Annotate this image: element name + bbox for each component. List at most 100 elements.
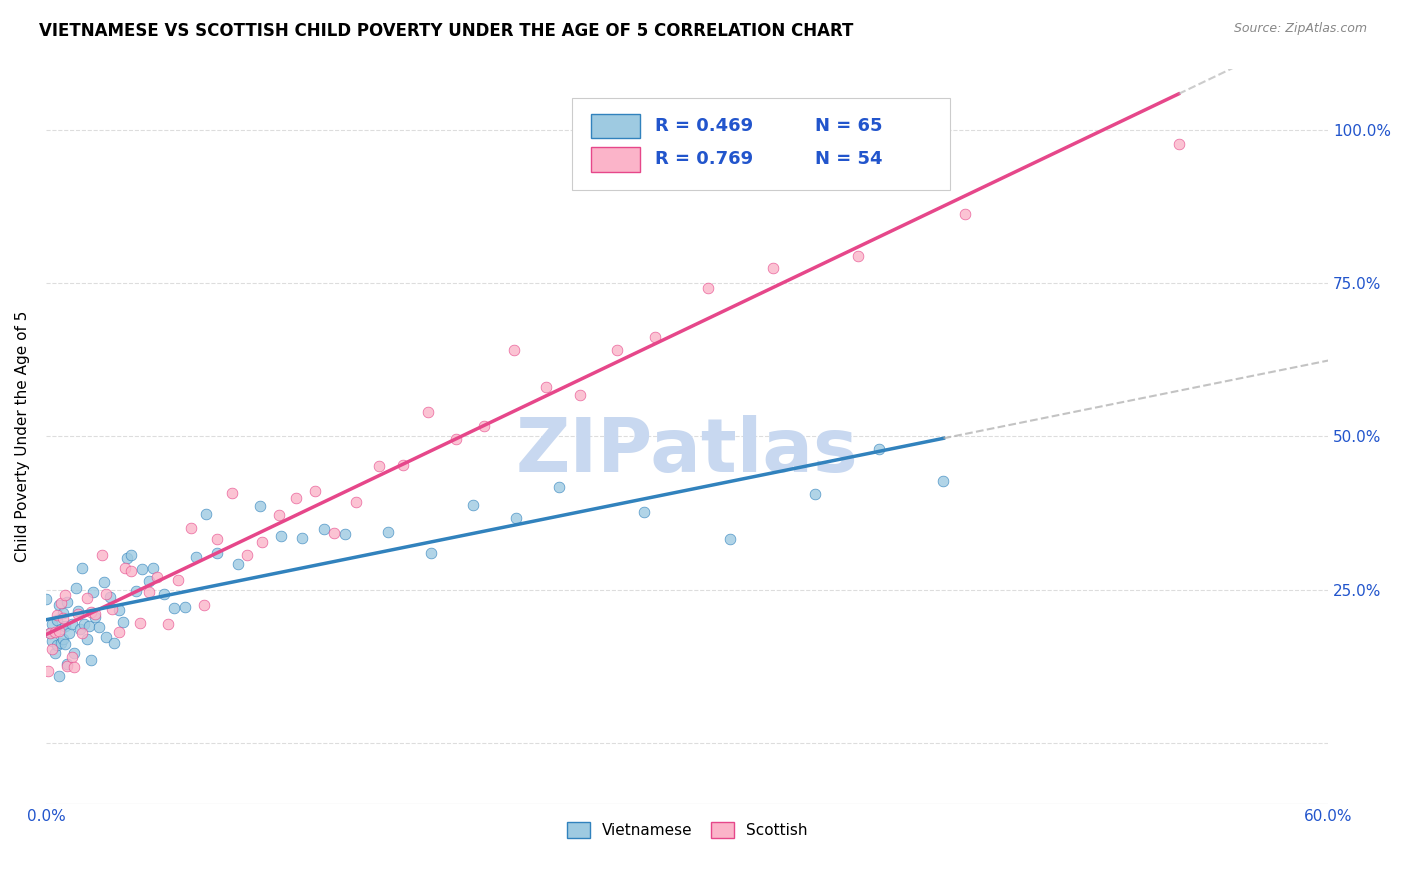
Point [73,617,96,632]
FancyBboxPatch shape [572,98,950,190]
Point [60,616,83,631]
Point [49,636,72,650]
Text: ZIPatlas: ZIPatlas [516,415,859,488]
Point [49,622,72,636]
Point [120,564,142,578]
Point [77,619,100,633]
Text: N = 65: N = 65 [815,117,883,135]
Point [65,581,87,595]
Point [163,601,186,615]
Point [846,248,869,262]
Point [52,611,75,625]
Point [377,524,399,539]
Point [152,586,174,600]
Point [101,602,124,616]
Point [138,585,160,599]
Point [44,646,66,660]
Point [66,607,89,621]
Point [1167,137,1189,152]
Point [41,616,63,631]
Point [93,574,115,589]
Point [62,646,84,660]
Point [418,405,440,419]
Text: VIETNAMESE VS SCOTTISH CHILD POVERTY UNDER THE AGE OF 5 CORRELATION CHART: VIETNAMESE VS SCOTTISH CHILD POVERTY UND… [39,22,853,40]
Point [205,546,228,560]
Point [62,660,84,674]
Point [56,659,79,673]
Point [84,610,107,624]
Point [333,527,356,541]
Point [953,207,976,221]
Point [236,548,259,562]
Point [98,590,121,604]
Point [76,632,98,647]
Point [89,620,111,634]
Point [146,570,169,584]
Point [195,507,218,521]
Point [180,521,202,535]
Point [323,526,346,541]
Point [221,486,243,500]
Point [868,442,890,456]
Point [111,615,134,629]
Point [131,561,153,575]
Point [39,626,62,640]
Point [44,625,66,640]
Point [344,494,367,508]
Point [644,330,666,344]
Point [80,653,103,667]
Point [142,561,165,575]
Point [569,388,592,402]
Point [534,380,557,394]
Y-axis label: Child Poverty Under the Age of 5: Child Poverty Under the Age of 5 [15,310,30,562]
Point [48,669,70,683]
Bar [591,114,640,138]
Point [392,458,415,473]
Point [94,631,117,645]
Point [41,642,63,657]
Point [761,260,783,275]
Point [312,522,335,536]
Point [45,608,67,623]
Point [129,615,152,630]
Point [84,607,107,621]
Point [270,528,292,542]
Point [138,574,160,589]
Point [267,508,290,522]
Point [48,624,70,639]
Point [66,604,89,618]
Point [56,657,79,671]
Point [72,560,94,574]
Point [606,343,628,357]
Point [37,664,59,678]
Point [35,592,58,607]
Point [205,533,228,547]
Point [697,281,720,295]
Point [45,613,67,627]
Point [39,626,62,640]
Point [446,432,468,446]
Point [718,532,741,546]
Text: N = 54: N = 54 [815,150,883,168]
Point [226,557,249,571]
Point [125,583,148,598]
Point [368,459,391,474]
Point [505,511,527,525]
Point [52,632,75,647]
Point [94,587,117,601]
Point [304,484,326,499]
Point [291,532,314,546]
Point [80,605,103,619]
Point [115,551,138,566]
Point [41,634,63,648]
Point [167,573,190,587]
Point [60,650,83,665]
Point [107,603,129,617]
Point [114,561,136,575]
Point [419,546,441,560]
Point [69,622,91,636]
Point [547,480,569,494]
Text: Source: ZipAtlas.com: Source: ZipAtlas.com [1233,22,1367,36]
Point [76,591,98,606]
Point [285,491,308,505]
